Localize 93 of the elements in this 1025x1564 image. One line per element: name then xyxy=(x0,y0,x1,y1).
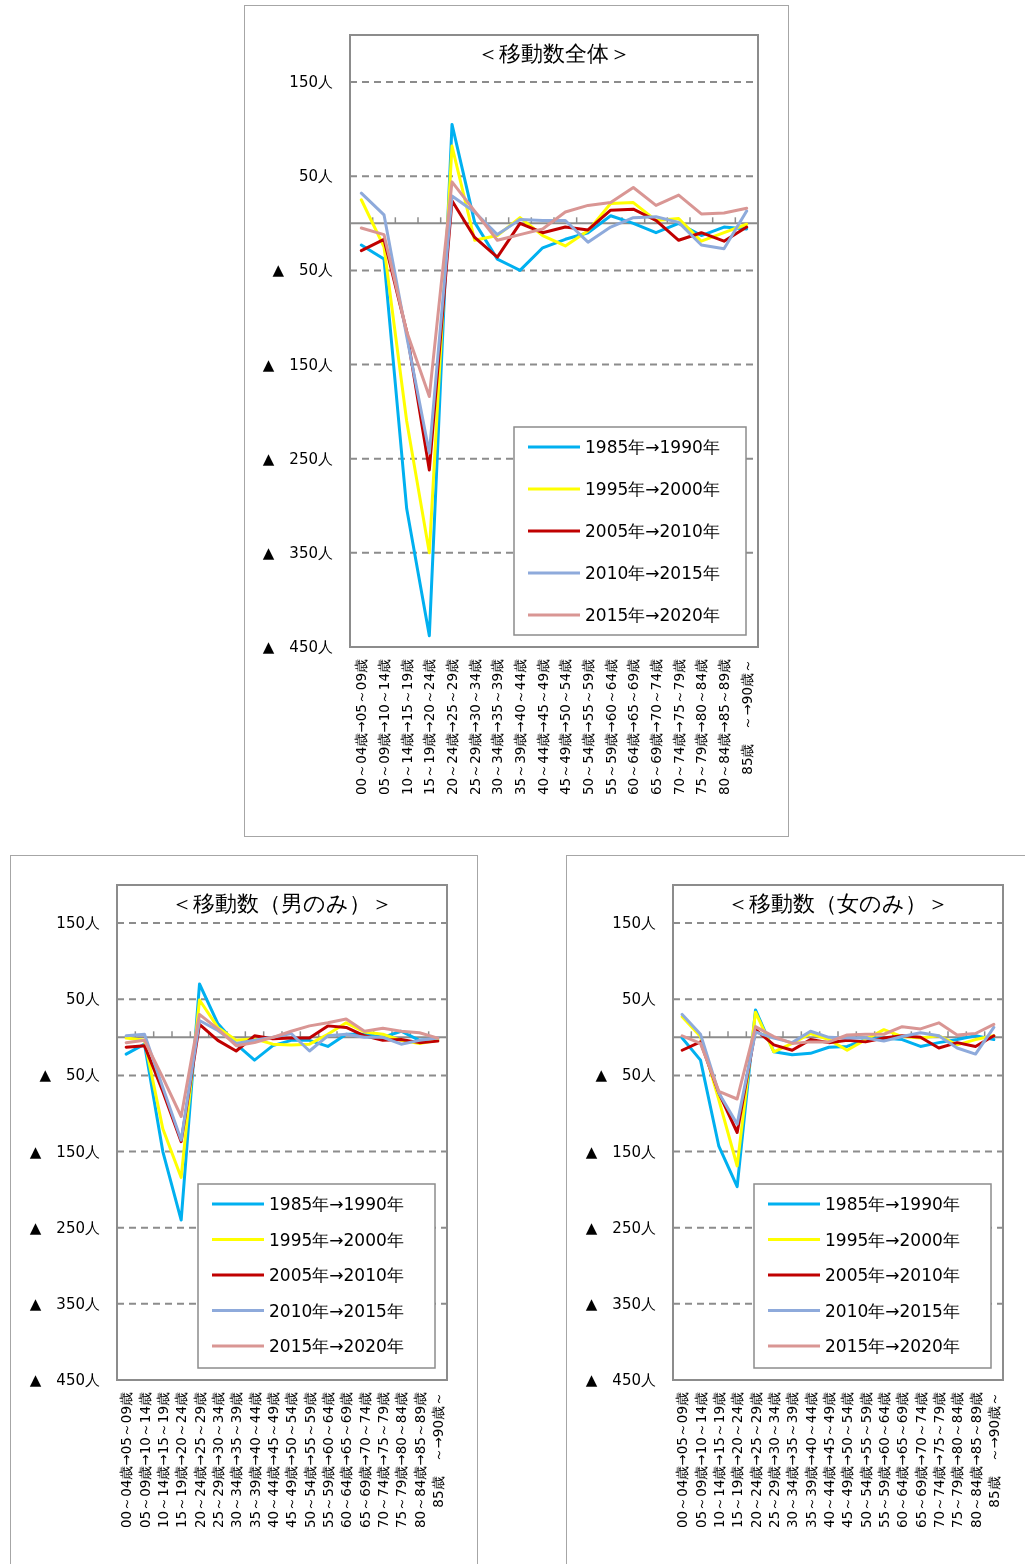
x-tick-label: 55～59歳→60～64歳 xyxy=(602,659,619,796)
x-tick-label: 30～34歳→35～39歳 xyxy=(228,1392,245,1529)
y-tick-label: 150人 xyxy=(56,914,100,933)
x-tick-label: 30～34歳→35～39歳 xyxy=(489,659,506,796)
y-tick-label: ▲ 450人 xyxy=(29,1371,100,1389)
x-tick-label: 10～14歳→15～19歳 xyxy=(398,659,415,796)
x-tick-label: 75～79歳→80～84歳 xyxy=(393,1392,410,1529)
legend-label: 2010年→2015年 xyxy=(585,563,720,583)
x-tick-label: 20～24歳→25～29歳 xyxy=(191,1392,208,1529)
x-tick-label: 60～64歳→65～69歳 xyxy=(338,1392,355,1529)
y-tick-label: ▲ 350人 xyxy=(585,1294,656,1313)
x-tick-label: 00～04歳→05～09歳 xyxy=(353,659,370,796)
x-tick-label: 20～24歳→25～29歳 xyxy=(444,659,460,796)
y-tick-label: ▲ 250人 xyxy=(262,449,333,468)
x-tick-label: 75～79歳→80～84歳 xyxy=(693,659,710,796)
x-tick-label: 40～44歳→45～49歳 xyxy=(534,659,551,796)
x-tick-label: 45～49歳→50～54歳 xyxy=(557,659,574,796)
x-tick-label: 65～69歳→70～74歳 xyxy=(912,1392,929,1529)
x-tick-label: 65～69歳→70～74歳 xyxy=(648,659,664,796)
x-tick-label: 25～29歳→30～34歳 xyxy=(209,1392,226,1529)
y-tick-label: ▲ 450人 xyxy=(262,638,333,656)
x-tick-label: 35～39歳→40～44歳 xyxy=(512,659,528,796)
x-tick-label: 10～14歳→15～19歳 xyxy=(710,1392,727,1529)
y-tick-label: ▲ 50人 xyxy=(272,261,333,280)
x-tick-label: 00～04歳→05～09歳 xyxy=(674,1392,691,1529)
chart-title: ＜移動数（男のみ）＞ xyxy=(171,891,393,916)
legend-label: 2010年→2015年 xyxy=(269,1300,404,1321)
x-tick-label: 70～74歳→75～79歳 xyxy=(930,1392,947,1529)
legend-label: 1995年→2000年 xyxy=(585,479,720,499)
y-tick-label: 150人 xyxy=(612,914,656,933)
x-tick-label: 45～49歳→50～54歳 xyxy=(839,1392,856,1529)
x-tick-label: 50～54歳→55～59歳 xyxy=(857,1392,874,1529)
x-tick-label: 80～84歳→85～89歳 xyxy=(716,659,732,796)
x-tick-label: 75～79歳→80～84歳 xyxy=(949,1392,966,1529)
legend-label: 2015年→2020年 xyxy=(825,1336,960,1356)
x-tick-label: 25～29歳→30～34歳 xyxy=(765,1392,782,1529)
x-tick-label: 20～24歳→25～29歳 xyxy=(747,1392,764,1529)
y-tick-label: ▲ 250人 xyxy=(29,1218,100,1237)
x-tick-label: 85歳 ～→90歳～ xyxy=(738,659,755,775)
x-tick-label: 00～04歳→05～09歳 xyxy=(118,1392,135,1529)
y-tick-label: ▲ 350人 xyxy=(29,1294,100,1313)
legend-label: 1985年→1990年 xyxy=(269,1194,404,1214)
legend-label: 1985年→1990年 xyxy=(825,1194,960,1214)
x-tick-label: 40～44歳→45～49歳 xyxy=(820,1392,837,1529)
legend-label: 1995年→2000年 xyxy=(269,1229,404,1250)
y-tick-label: ▲ 250人 xyxy=(585,1218,656,1237)
x-tick-label: 70～74歳→75～79歳 xyxy=(374,1392,391,1529)
x-tick-label: 05～09歳→10～14歳 xyxy=(692,1392,709,1529)
x-tick-label: 15～19歳→20～24歳 xyxy=(173,1392,190,1529)
x-tick-label: 05～09歳→10～14歳 xyxy=(136,1392,153,1529)
legend-label: 2015年→2020年 xyxy=(585,605,720,625)
x-tick-label: 85歳 ～→90歳～ xyxy=(985,1392,1002,1508)
y-tick-label: 150人 xyxy=(289,73,333,92)
y-tick-label: ▲ 150人 xyxy=(262,355,333,374)
legend-label: 2005年→2010年 xyxy=(825,1265,960,1285)
x-tick-label: 60～64歳→65～69歳 xyxy=(894,1392,911,1529)
y-tick-label: ▲ 50人 xyxy=(595,1066,656,1085)
y-tick-label: 50人 xyxy=(65,990,100,1009)
y-tick-label: 50人 xyxy=(621,990,656,1009)
x-tick-label: 70～74歳→75～79歳 xyxy=(670,659,687,796)
x-tick-label: 50～54歳→55～59歳 xyxy=(580,659,596,796)
y-tick-label: 50人 xyxy=(298,167,333,186)
x-tick-label: 55～59歳→60～64歳 xyxy=(319,1392,336,1529)
legend-label: 1985年→1990年 xyxy=(585,437,720,457)
x-tick-label: 65～69歳→70～74歳 xyxy=(356,1392,373,1529)
x-tick-label: 05～09歳→10～14歳 xyxy=(376,659,392,796)
x-tick-label: 35～39歳→40～44歳 xyxy=(246,1392,263,1529)
x-tick-label: 85歳 ～→90歳～ xyxy=(429,1392,446,1508)
x-tick-label: 80～84歳→85～89歳 xyxy=(411,1392,428,1529)
y-tick-label: ▲ 150人 xyxy=(585,1142,656,1161)
x-tick-label: 55～59歳→60～64歳 xyxy=(875,1392,892,1529)
x-tick-label: 60～64歳→65～69歳 xyxy=(625,659,642,796)
x-tick-label: 40～44歳→45～49歳 xyxy=(264,1392,281,1529)
x-tick-label: 50～54歳→55～59歳 xyxy=(301,1392,318,1529)
x-tick-label: 10～14歳→15～19歳 xyxy=(154,1392,171,1529)
x-tick-label: 15～19歳→20～24歳 xyxy=(421,659,438,796)
y-tick-label: ▲ 350人 xyxy=(262,543,333,562)
chart-title: ＜移動数（女のみ）＞ xyxy=(727,891,949,916)
x-tick-label: 30～34歳→35～39歳 xyxy=(784,1392,801,1529)
legend-label: 2010年→2015年 xyxy=(825,1300,960,1321)
chart-title: ＜移動数全体＞ xyxy=(477,41,631,66)
x-tick-label: 80～84歳→85～89歳 xyxy=(967,1392,984,1529)
legend-label: 2015年→2020年 xyxy=(269,1336,404,1356)
x-tick-label: 45～49歳→50～54歳 xyxy=(283,1392,300,1529)
x-tick-label: 15～19歳→20～24歳 xyxy=(729,1392,746,1529)
y-tick-label: ▲ 150人 xyxy=(29,1142,100,1161)
y-tick-label: ▲ 50人 xyxy=(39,1066,100,1085)
x-tick-label: 35～39歳→40～44歳 xyxy=(802,1392,819,1529)
legend-label: 1995年→2000年 xyxy=(825,1229,960,1250)
y-tick-label: ▲ 450人 xyxy=(585,1371,656,1389)
x-tick-label: 25～29歳→30～34歳 xyxy=(466,659,483,796)
legend-label: 2005年→2010年 xyxy=(269,1265,404,1285)
legend-label: 2005年→2010年 xyxy=(585,521,720,541)
